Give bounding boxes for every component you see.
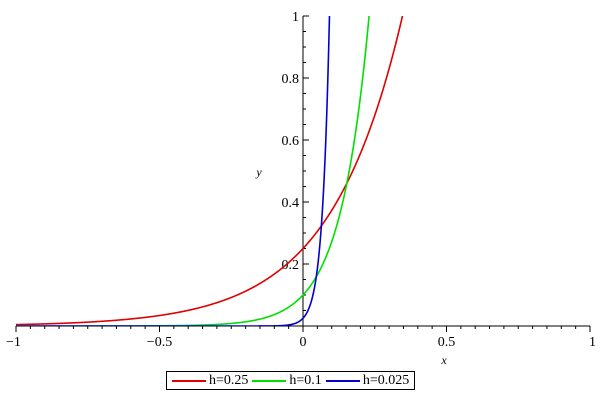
y-tick-label: 0.2 <box>282 258 300 273</box>
x-tick-label: 0.5 <box>438 335 456 350</box>
legend-item: h=0.1 <box>252 372 322 389</box>
y-tick-label: 0.8 <box>282 72 300 87</box>
x-tick-label: 1 <box>589 335 596 350</box>
x-tick-label: −0.5 <box>147 335 172 350</box>
series-line-h-0-025 <box>16 16 331 326</box>
series-line-h-0-1 <box>16 16 370 326</box>
legend-label: h=0.1 <box>289 372 322 388</box>
x-tick-label: 0 <box>300 335 307 350</box>
y-tick-label: 1 <box>292 10 299 25</box>
series-lines <box>16 16 404 326</box>
y-axis-title: y <box>255 165 262 179</box>
x-axis-title: x <box>440 353 447 367</box>
legend-swatch <box>172 379 206 382</box>
legend: h=0.25 h=0.1 h=0.025 <box>166 371 416 390</box>
legend-item: h=0.025 <box>325 372 410 389</box>
legend-swatch <box>252 379 287 382</box>
x-tick-label: −1 <box>6 335 21 350</box>
y-tick-label: 0.6 <box>282 134 300 149</box>
y-axis: 0.2 0.4 0.6 0.8 1 <box>282 10 309 326</box>
x-axis: −1 −0.5 0 0.5 1 <box>6 325 596 350</box>
y-tick-label: 0.4 <box>282 196 300 211</box>
legend-item: h=0.25 <box>172 373 248 389</box>
legend-label: h=0.25 <box>209 372 249 388</box>
series-line-h-0-25 <box>16 16 404 326</box>
legend-swatch <box>325 379 360 382</box>
legend-label: h=0.025 <box>362 372 410 388</box>
